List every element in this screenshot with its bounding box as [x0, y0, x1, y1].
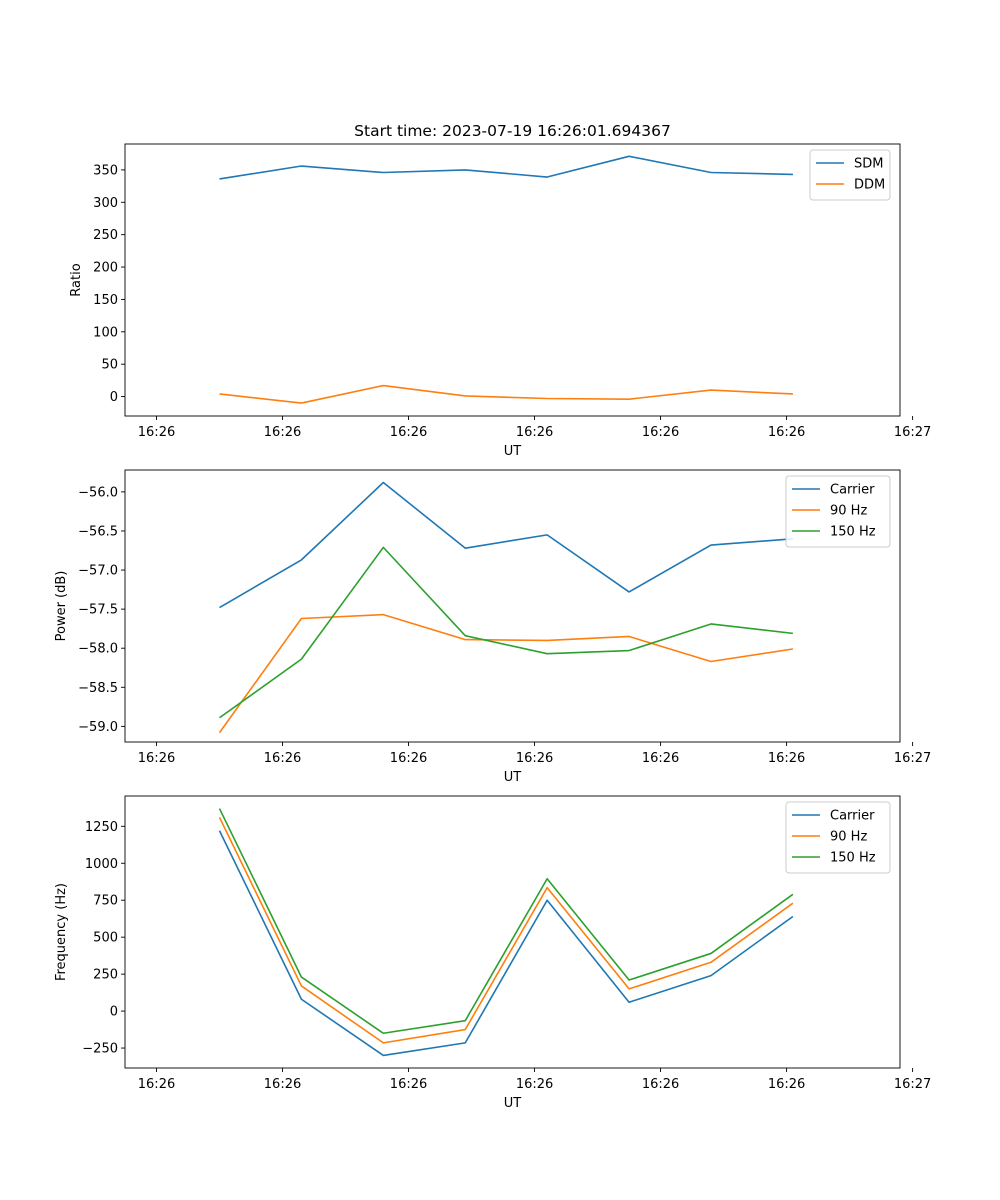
y-tick-label: −250 — [82, 1042, 118, 1057]
x-tick-label: 16:26 — [138, 1077, 175, 1092]
x-axis-label: UT — [504, 770, 522, 785]
x-tick-label: 16:27 — [894, 751, 931, 766]
chart-panel-2: 16:26 16:26 16:26 16:26 16:26 16:26 16:27 −59.0… — [54, 469, 931, 785]
x-axis-label: UT — [504, 444, 522, 459]
series-line-150-hz — [219, 546, 793, 719]
legend-box — [785, 801, 891, 874]
plot-frame — [124, 795, 901, 1069]
x-tick-label: 16:26 — [642, 751, 679, 766]
chart-panel-1: 16:26 16:26 16:26 16:26 16:26 16:26 16:27 0 50 10… — [69, 122, 931, 459]
legend-label-150-hz: 150 Hz — [830, 851, 876, 866]
y-tick-label: −59.0 — [78, 720, 118, 735]
y-tick-label: 350 — [93, 163, 118, 178]
x-tick-label: 16:26 — [516, 751, 553, 766]
series-line-carrier — [219, 481, 793, 609]
y-tick-label: 150 — [93, 293, 118, 308]
legend-label-90-hz: 90 Hz — [830, 504, 867, 519]
x-axis-label: UT — [504, 1096, 522, 1111]
legend: Carrier 90 Hz 150 Hz — [785, 475, 891, 548]
x-tick-label: 16:27 — [894, 425, 931, 440]
legend-label-sdm: SDM — [854, 157, 883, 172]
y-axis-label: Ratio — [69, 263, 84, 296]
chart-title: Start time: 2023-07-19 16:26:01.694367 — [354, 122, 671, 140]
x-tick-label: 16:26 — [390, 751, 427, 766]
x-tick-label: 16:26 — [768, 751, 805, 766]
series-line-carrier — [218, 830, 794, 1057]
y-tick-label: −56.0 — [78, 485, 118, 500]
y-tick-label: 250 — [93, 228, 118, 243]
legend-label-90-hz: 90 Hz — [830, 830, 867, 845]
y-tick-label: −56.5 — [78, 524, 118, 539]
y-tick-label: 500 — [93, 931, 118, 946]
y-tick-label: 0 — [110, 390, 118, 405]
x-tick-label: 16:26 — [264, 1077, 301, 1092]
x-tick-label: 16:26 — [264, 425, 301, 440]
legend-label-carrier: Carrier — [830, 483, 875, 498]
x-tick-label: 16:27 — [894, 1077, 931, 1092]
legend-box — [785, 475, 891, 548]
legend: SDM DDM — [809, 149, 891, 201]
series-line-90-hz — [218, 817, 794, 1044]
y-tick-label: −57.5 — [78, 603, 118, 618]
y-tick-label: 1000 — [85, 857, 118, 872]
x-tick-label: 16:26 — [642, 1077, 679, 1092]
x-tick-label: 16:26 — [138, 751, 175, 766]
series-line-ddm — [219, 384, 793, 404]
chart-panel-3: 16:26 16:26 16:26 16:26 16:26 16:26 16:27 −250 0… — [54, 795, 931, 1111]
x-tick-label: 16:26 — [138, 425, 175, 440]
y-tick-label: 250 — [93, 968, 118, 983]
x-tick-label: 16:26 — [642, 425, 679, 440]
y-tick-label: −57.0 — [78, 564, 118, 579]
y-axis-label: Frequency (Hz) — [54, 883, 69, 981]
x-tick-label: 16:26 — [768, 1077, 805, 1092]
legend-label-150-hz: 150 Hz — [830, 525, 876, 540]
x-tick-label: 16:26 — [516, 1077, 553, 1092]
series-line-90-hz — [218, 613, 794, 734]
legend-label-ddm: DDM — [854, 178, 885, 193]
plot-frame — [124, 143, 901, 417]
series-line-150-hz — [218, 808, 794, 1035]
y-tick-label: −58.0 — [78, 642, 118, 657]
y-tick-label: −58.5 — [78, 681, 118, 696]
x-tick-label: 16:26 — [768, 425, 805, 440]
x-tick-label: 16:26 — [390, 425, 427, 440]
legend: Carrier 90 Hz 150 Hz — [785, 801, 891, 874]
y-tick-label: 50 — [101, 358, 118, 373]
legend-label-carrier: Carrier — [830, 809, 875, 824]
y-tick-label: 1250 — [85, 820, 118, 835]
y-tick-label: 750 — [93, 894, 118, 909]
series-line-sdm — [219, 155, 793, 180]
y-tick-label: 0 — [110, 1005, 118, 1020]
x-tick-label: 16:26 — [516, 425, 553, 440]
plot-frame — [124, 469, 901, 743]
x-tick-label: 16:26 — [264, 751, 301, 766]
y-tick-label: 300 — [93, 196, 118, 211]
y-axis-label: Power (dB) — [54, 571, 69, 642]
x-tick-label: 16:26 — [390, 1077, 427, 1092]
y-tick-label: 100 — [93, 325, 118, 340]
y-tick-label: 200 — [93, 261, 118, 276]
